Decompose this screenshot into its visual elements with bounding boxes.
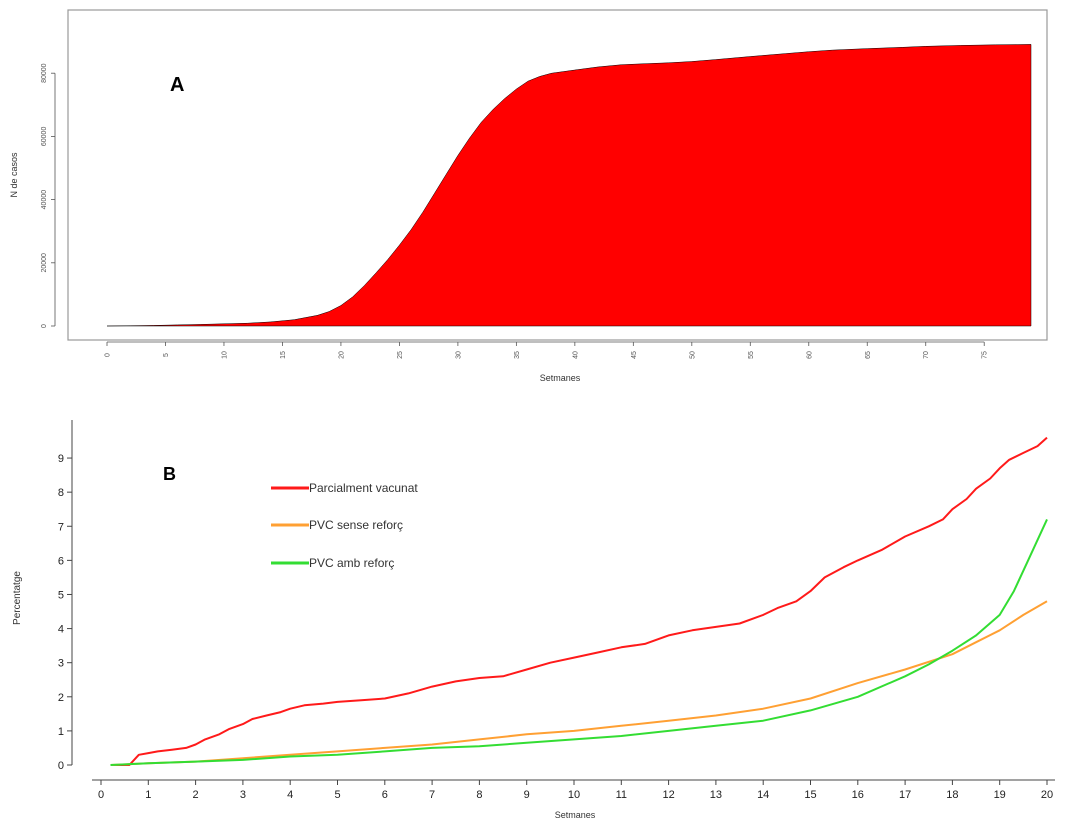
panel-b-series-line-3 <box>110 518 1048 766</box>
panel-a-y-tick-label: 0 <box>41 324 48 328</box>
panel-a-y-tick-label: 60000 <box>41 127 48 147</box>
panel-a-x-tick-label: 5 <box>163 353 170 357</box>
panel-b-legend-label-3: PVC amb reforç <box>309 556 394 570</box>
panel-a-x-tick-label: 10 <box>221 351 228 359</box>
panel-a-x-tick-label: 55 <box>748 351 755 359</box>
panel-b-y-axis-title: Percentatge <box>12 571 23 625</box>
panel-b-legend-label-1: Parcialment vacunat <box>309 481 418 495</box>
panel-a-x-tick-label: 30 <box>455 351 462 359</box>
panel-b-x-tick-label: 16 <box>852 789 864 801</box>
panel-b-x-tick-label: 10 <box>568 789 580 801</box>
panel-a-x-tick-label: 65 <box>865 351 872 359</box>
panel-b-legend-label-2: PVC sense reforç <box>309 518 403 532</box>
panel-b-x-tick-label: 4 <box>287 789 293 801</box>
panel-b-y-axis: 0 1 2 3 4 5 6 7 8 9 <box>58 420 73 772</box>
panel-a-x-tick-label: 40 <box>572 351 579 359</box>
panel-a-x-tick-label: 15 <box>280 351 287 359</box>
panel-b-x-tick-label: 14 <box>757 789 769 801</box>
panel-a-x-tick-label: 0 <box>105 353 112 357</box>
panel-b-x-tick-label: 8 <box>476 789 482 801</box>
panel-b-x-tick-label: 9 <box>524 789 530 801</box>
panel-b-x-tick-label: 0 <box>98 789 104 801</box>
panel-b-series-line-2 <box>110 600 1048 766</box>
panel-a-y-tick-label: 40000 <box>41 190 48 210</box>
panel-a-x-axis: 0 5 10 15 20 25 30 35 40 45 50 55 60 65 70 75 <box>105 341 989 359</box>
panel-a-x-tick-label: 25 <box>397 351 404 359</box>
panel-b-x-tick-label: 5 <box>334 789 340 801</box>
panel-a-x-tick-label: 35 <box>514 351 521 359</box>
panel-a-label: A <box>170 74 184 96</box>
panel-b-x-axis: 0 1 2 3 4 5 6 7 8 9 10 11 12 13 14 15 16 17 18 19 20 <box>92 779 1055 801</box>
panel-a-x-tick-label: 20 <box>338 351 345 359</box>
panel-b-x-tick-label: 13 <box>710 789 722 801</box>
panel-b-y-tick-label: 9 <box>58 453 64 465</box>
panel-b-y-tick-label: 5 <box>58 589 64 601</box>
panel-a-cases-area <box>106 44 1032 327</box>
panel-a-x-axis-title: Setmanes <box>540 373 581 383</box>
panel-b-x-tick-label: 19 <box>994 789 1006 801</box>
panel-b-y-tick-label: 1 <box>58 726 64 738</box>
panel-b-x-tick-label: 3 <box>240 789 246 801</box>
panel-b-y-tick-label: 2 <box>58 692 64 704</box>
panel-a-y-axis: 0 20000 40000 60000 80000 <box>41 63 56 328</box>
panel-b-x-tick-label: 17 <box>899 789 911 801</box>
panel-a-plot-frame <box>67 9 1048 341</box>
panel-a-chart: 0 5 10 15 20 25 30 35 40 45 50 55 60 65 70 75 0 20000 400… <box>9 9 1048 383</box>
panel-b-y-tick-label: 4 <box>58 624 64 636</box>
panel-b-x-tick-label: 1 <box>145 789 151 801</box>
panel-b-x-tick-label: 6 <box>382 789 388 801</box>
panel-b-x-tick-label: 12 <box>662 789 674 801</box>
panel-b-series-lines <box>110 436 1048 766</box>
panel-b-x-axis-title: Setmanes <box>555 810 596 820</box>
panel-b-series-line-1 <box>110 436 1048 766</box>
panel-a-x-tick-label: 75 <box>982 351 989 359</box>
panel-b-x-tick-label: 7 <box>429 789 435 801</box>
panel-b-x-tick-label: 18 <box>946 789 958 801</box>
panel-b-x-tick-label: 15 <box>804 789 816 801</box>
panel-b-y-tick-label: 7 <box>58 521 64 533</box>
panel-a-x-tick-label: 50 <box>689 351 696 359</box>
panel-a-x-tick-label: 70 <box>923 351 930 359</box>
panel-a-y-axis-title: N de casos <box>9 152 19 198</box>
panel-b-x-tick-label: 2 <box>193 789 199 801</box>
panel-b-label: B <box>163 464 176 484</box>
panel-a-y-tick-label: 80000 <box>41 63 48 83</box>
panel-b-y-tick-label: 8 <box>58 487 64 499</box>
panel-b-legend: Parcialment vacunat PVC sense reforç PVC a… <box>271 481 418 570</box>
panel-b-x-tick-label: 11 <box>616 789 627 801</box>
panel-b-y-tick-label: 3 <box>58 658 64 670</box>
panel-a-y-tick-label: 20000 <box>41 253 48 273</box>
panel-b-y-tick-label: 0 <box>58 760 64 772</box>
panel-a-x-tick-label: 60 <box>806 351 813 359</box>
panel-b-x-tick-label: 20 <box>1041 789 1053 801</box>
panel-a-x-tick-label: 45 <box>631 351 638 359</box>
panel-b-y-tick-label: 6 <box>58 555 64 567</box>
panel-b-chart: 0 1 2 3 4 5 6 7 8 9 10 11 12 13 14 15 16 17 18 19 20 0123456… <box>12 420 1055 820</box>
